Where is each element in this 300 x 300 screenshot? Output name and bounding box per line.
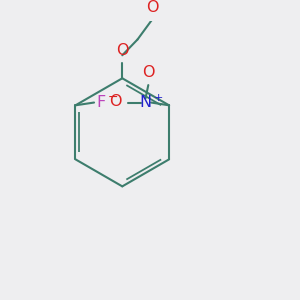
Text: −: −: [108, 91, 119, 103]
Text: O: O: [142, 65, 154, 80]
Text: +: +: [153, 93, 163, 103]
Text: O: O: [109, 94, 122, 109]
Text: O: O: [116, 43, 128, 58]
Text: N: N: [140, 95, 152, 110]
Text: F: F: [97, 95, 106, 110]
Text: O: O: [146, 0, 159, 15]
